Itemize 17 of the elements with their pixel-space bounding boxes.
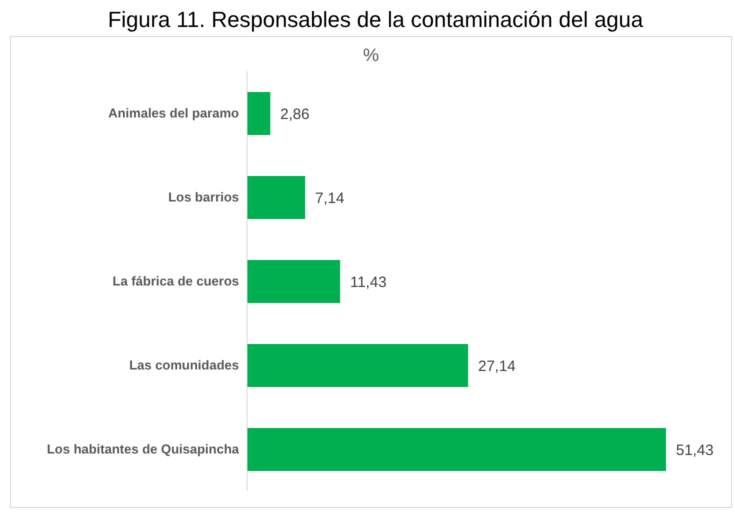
data-label: 51,43 <box>676 442 714 459</box>
data-label: 7,14 <box>315 190 344 207</box>
y-tick-label: Los habitantes de Quisapincha <box>46 442 240 457</box>
y-tick-label: La fábrica de cueros <box>112 274 239 289</box>
y-tick-label: Los barrios <box>168 190 239 205</box>
data-label: 11,43 <box>350 274 387 291</box>
chart-subtitle: % <box>362 45 380 66</box>
y-tick-label: Las comunidades <box>129 358 239 373</box>
bar <box>247 260 340 303</box>
bar <box>247 176 306 219</box>
bar <box>247 344 468 387</box>
y-tick-label: Animales del paramo <box>108 106 240 121</box>
bar <box>247 92 270 135</box>
data-label: 27,14 <box>478 358 516 375</box>
chart-title: Figura 11. Responsables de la contaminación del agua <box>106 7 644 32</box>
bar <box>247 428 666 471</box>
data-label: 2,86 <box>280 106 310 123</box>
